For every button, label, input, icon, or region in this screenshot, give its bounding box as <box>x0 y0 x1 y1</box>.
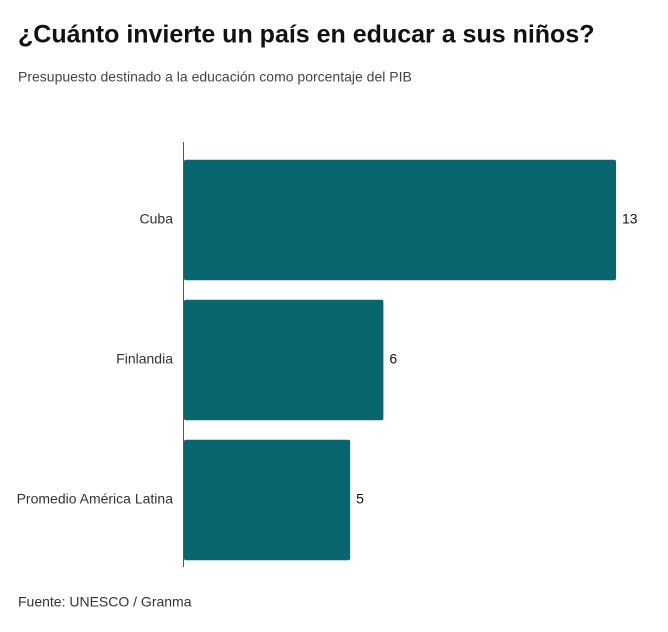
chart-title: ¿Cuánto invierte un país en educar a sus… <box>18 21 595 49</box>
chart-subtitle: Presupuesto destinado a la educación com… <box>18 69 412 85</box>
source-note: Fuente: UNESCO / Granma <box>18 594 192 610</box>
bar <box>184 299 384 421</box>
category-label: Promedio América Latina <box>17 491 174 507</box>
category-label: Finlandia <box>116 351 173 367</box>
value-label: 13 <box>622 211 638 227</box>
bar <box>184 159 616 281</box>
value-label: 6 <box>389 351 397 367</box>
bar <box>184 439 351 561</box>
value-label: 5 <box>356 491 364 507</box>
category-label: Cuba <box>140 211 174 227</box>
